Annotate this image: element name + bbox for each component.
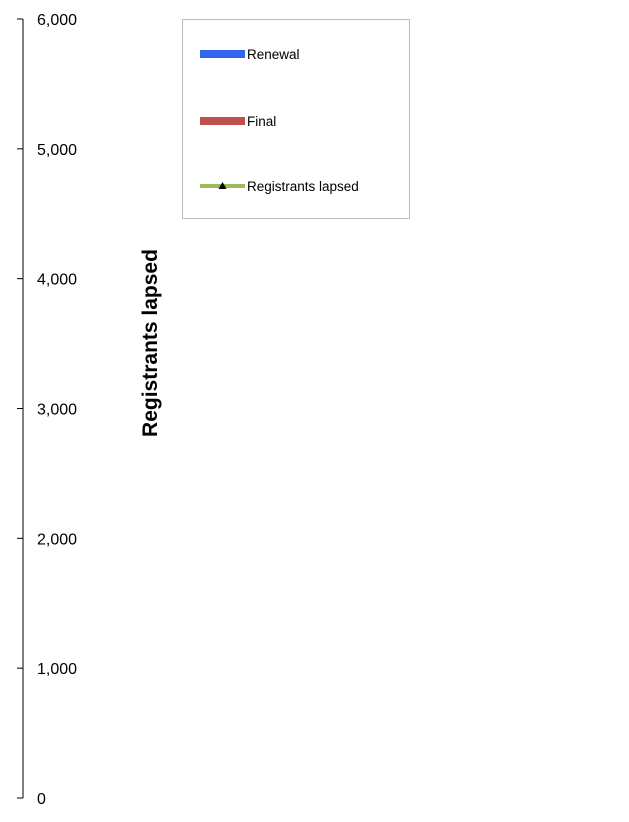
y-tick-label: 1,000 — [37, 661, 77, 678]
y-tick-label: 6,000 — [37, 12, 77, 29]
y-tick-label: 0 — [37, 791, 46, 808]
y-axis-label: Registrants lapsed — [139, 249, 162, 437]
legend-label-final: Final — [247, 113, 277, 129]
legend-item-renewal: Renewal — [200, 46, 300, 62]
renewal-swatch — [200, 50, 245, 58]
y-tick-label: 2,000 — [37, 531, 77, 548]
legend: Renewal Final Registrants lapsed — [182, 19, 410, 219]
legend-item-registrants-lapsed: Registrants lapsed — [200, 178, 359, 194]
y-tick-label: 4,000 — [37, 272, 77, 289]
legend-label-renewal: Renewal — [247, 46, 300, 62]
legend-item-final: Final — [200, 113, 276, 129]
y-tick-label: 5,000 — [37, 142, 77, 159]
legend-label-registrants-lapsed: Registrants lapsed — [247, 178, 359, 194]
registrants-lapsed-line-marker-icon — [200, 182, 245, 189]
y-tick-label: 3,000 — [37, 402, 77, 419]
final-swatch — [200, 117, 245, 125]
y-axis-ticks: 0 1,000 2,000 3,000 4,000 5,000 6,000 — [17, 12, 77, 808]
